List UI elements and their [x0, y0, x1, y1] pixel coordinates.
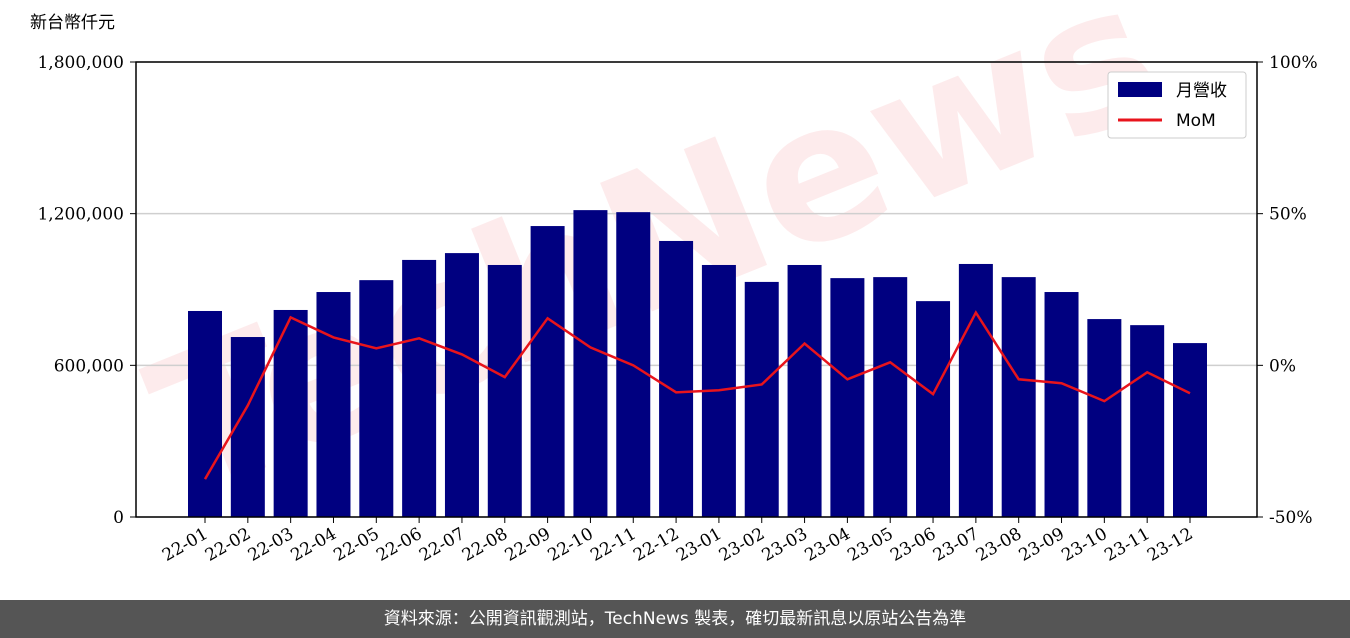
bar	[1087, 319, 1122, 517]
x-tick-label: 22-11	[587, 524, 639, 566]
bar	[744, 281, 779, 517]
bar	[402, 259, 437, 517]
x-tick-label: 23-05	[844, 524, 896, 566]
bar	[830, 278, 865, 517]
x-tick-label: 22-06	[373, 524, 425, 566]
x-tick-label: 23-04	[801, 524, 853, 566]
x-tick-label: 22-08	[459, 524, 511, 566]
bar	[487, 264, 522, 517]
legend-label: MoM	[1176, 111, 1216, 131]
x-tick-label: 23-03	[759, 524, 811, 566]
bar	[1173, 343, 1207, 517]
legend-label: 月營收	[1176, 81, 1227, 101]
x-tick-label: 23-07	[930, 524, 982, 566]
x-tick-label: 23-08	[973, 524, 1025, 566]
bar	[573, 210, 608, 517]
x-tick-label: 23-10	[1058, 524, 1110, 566]
y2-tick-label: 50%	[1269, 205, 1307, 225]
footer: 資料來源：公開資訊觀測站，TechNews 製表，確切最新訊息以原站公告為準	[0, 600, 1350, 638]
bar	[188, 310, 222, 517]
legend-swatch	[1118, 82, 1162, 97]
x-tick-label: 22-03	[245, 524, 297, 566]
chart: 新台幣仟元 TechNews 0600,0001,200,0001,800,00…	[30, 0, 1318, 566]
x-tick-label: 23-02	[716, 524, 768, 566]
bar	[530, 226, 565, 517]
x-tick-label: 22-04	[288, 524, 340, 566]
bar	[273, 309, 308, 517]
bar	[1001, 277, 1036, 517]
y2-tick-label: -50%	[1269, 508, 1313, 528]
bar	[916, 301, 951, 517]
bar	[359, 280, 394, 517]
y-axis-title: 新台幣仟元	[30, 13, 115, 33]
x-tick-label: 23-11	[1101, 524, 1153, 566]
bar	[1044, 292, 1079, 517]
x-tick-label: 22-10	[544, 524, 596, 566]
x-tick-label: 22-07	[416, 524, 468, 566]
bar	[659, 240, 694, 517]
y2-tick-label: 100%	[1269, 53, 1318, 73]
y-tick-label: 0	[113, 508, 124, 528]
y2-tick-label: 0%	[1269, 356, 1296, 376]
x-tick-label: 22-12	[630, 524, 682, 566]
bar	[1130, 325, 1165, 517]
line	[203, 310, 1191, 480]
bar	[316, 292, 351, 517]
x-tick-label: 23-12	[1144, 524, 1196, 566]
y-tick-label: 1,800,000	[37, 53, 124, 73]
y-tick-label: 1,200,000	[37, 205, 124, 225]
x-tick-label: 23-06	[887, 524, 939, 566]
y-tick-label: 600,000	[54, 356, 124, 376]
x-tick-label: 22-09	[502, 524, 554, 566]
x-tick-label: 23-01	[673, 524, 725, 566]
x-tick-label: 22-05	[330, 524, 382, 566]
bar	[958, 263, 993, 517]
x-tick-label: 23-09	[1016, 524, 1068, 566]
bar	[787, 264, 822, 517]
x-tick-label: 22-01	[159, 524, 211, 566]
bar	[873, 277, 908, 517]
plot-frame	[135, 61, 1258, 518]
bar	[444, 253, 479, 517]
